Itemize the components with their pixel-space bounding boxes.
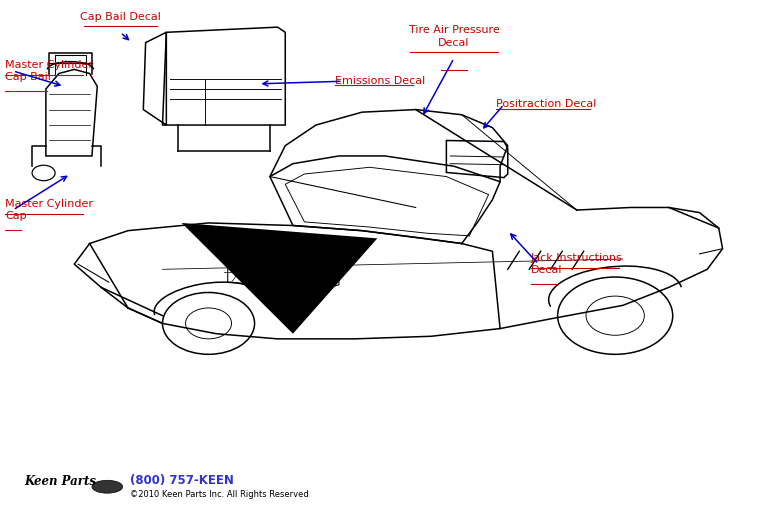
Text: Master Cylinder
Cap: Master Cylinder Cap — [5, 199, 93, 221]
Text: ©2010 Keen Parts Inc. All Rights Reserved: ©2010 Keen Parts Inc. All Rights Reserve… — [130, 491, 309, 499]
Text: Master Cylinder
Cap Bail: Master Cylinder Cap Bail — [5, 60, 93, 82]
Text: Emissions Decal: Emissions Decal — [335, 76, 425, 87]
Text: Keen Parts: Keen Parts — [25, 475, 96, 488]
Text: Tire Air Pressure
Decal: Tire Air Pressure Decal — [409, 25, 500, 48]
Text: Cap Bail Decal: Cap Bail Decal — [80, 12, 161, 22]
Text: Positraction Decal: Positraction Decal — [496, 99, 597, 109]
Ellipse shape — [92, 480, 122, 493]
Text: Jack Instructions
Decal: Jack Instructions Decal — [531, 253, 622, 276]
Text: (800) 757-KEEN: (800) 757-KEEN — [130, 474, 234, 487]
Polygon shape — [182, 223, 377, 334]
